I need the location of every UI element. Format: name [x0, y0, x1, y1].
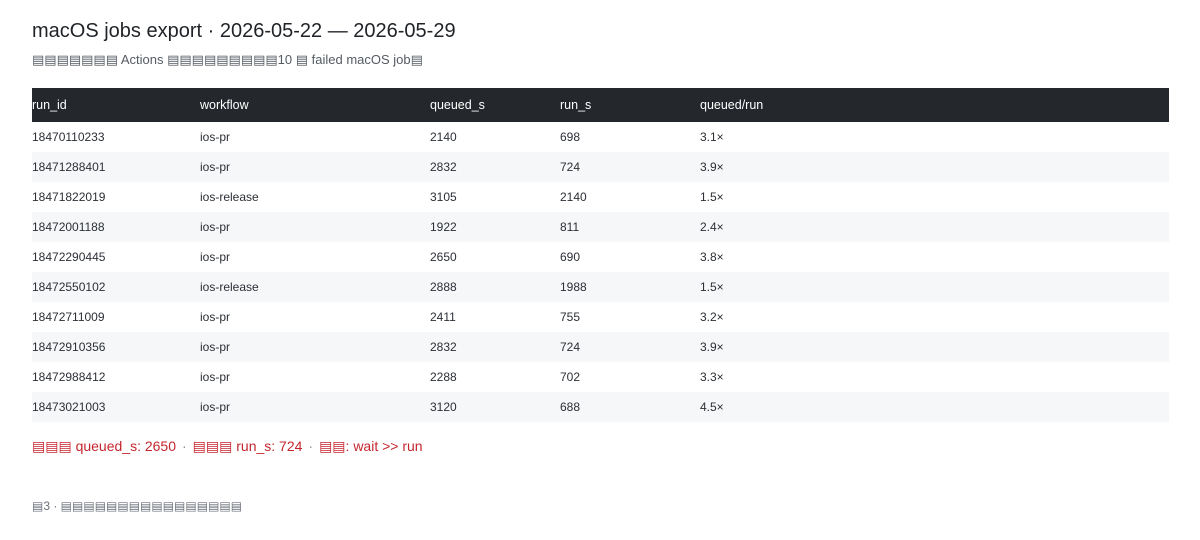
column-header-workflow[interactable]: workflow — [200, 98, 249, 112]
cell-run-id: 18472001188 — [32, 220, 105, 234]
column-header-queued-run[interactable]: queued/run — [700, 98, 764, 112]
table-row[interactable]: 18472550102 ios-release 2888 1988 1.5× — [32, 272, 1169, 302]
column-header-queued-s[interactable]: queued_s — [430, 98, 485, 112]
cell-workflow: ios-pr — [200, 340, 231, 354]
cell-queued-run: 3.8× — [700, 250, 724, 264]
cell-queued-s: 2832 — [430, 160, 457, 174]
table-row[interactable]: 18471288401 ios-pr 2832 724 3.9× — [32, 152, 1169, 182]
cell-queued-s: 2832 — [430, 340, 457, 354]
summary-separator: · — [182, 438, 187, 454]
cell-run-id: 18470110233 — [32, 130, 105, 144]
cell-queued-run: 4.5× — [700, 400, 724, 414]
cell-run-id: 18473021003 — [32, 400, 106, 414]
cell-run-s: 702 — [560, 370, 581, 384]
cell-queued-run: 1.5× — [700, 190, 724, 204]
page-title: macOS jobs export · 2026-05-22 — 2026-05… — [32, 20, 456, 42]
cell-run-s: 755 — [560, 310, 581, 324]
cell-queued-s: 3120 — [430, 400, 457, 414]
cell-queued-run: 2.4× — [700, 220, 724, 234]
cell-queued-s: 3105 — [430, 190, 457, 204]
cell-workflow: ios-pr — [200, 370, 231, 384]
cell-workflow: ios-pr — [200, 160, 231, 174]
cell-workflow: ios-release — [200, 190, 259, 204]
jobs-table: run_id workflow queued_s run_s queued/ru… — [32, 88, 1169, 422]
cell-run-s: 724 — [560, 340, 581, 354]
cell-run-id: 18472550102 — [32, 280, 106, 294]
table-row[interactable]: 18472988412 ios-pr 2288 702 3.3× — [32, 362, 1169, 392]
cell-queued-run: 3.9× — [700, 340, 724, 354]
footnote: ▤3 · ▤▤▤▤▤▤▤▤▤▤▤▤▤▤▤▤ — [32, 499, 243, 513]
cell-run-id: 18472910356 — [32, 340, 106, 354]
cell-run-s: 698 — [560, 130, 581, 144]
cell-workflow: ios-pr — [200, 250, 231, 264]
cell-workflow: ios-pr — [200, 130, 231, 144]
table-row[interactable]: 18472910356 ios-pr 2832 724 3.9× — [32, 332, 1169, 362]
cell-queued-s: 2888 — [430, 280, 457, 294]
cell-queued-run: 3.1× — [700, 130, 724, 144]
cell-workflow: ios-pr — [200, 400, 231, 414]
cell-queued-run: 3.9× — [700, 160, 724, 174]
cell-run-id: 18471822019 — [32, 190, 106, 204]
cell-run-s: 1988 — [560, 280, 587, 294]
summary-median-queued: ▤▤▤ queued_s: 2650 — [32, 438, 176, 454]
page-subtitle: ▤▤▤▤▤▤▤ Actions ▤▤▤▤▤▤▤▤▤10 ▤ failed mac… — [32, 52, 423, 67]
cell-run-s: 2140 — [560, 190, 587, 204]
cell-queued-run: 3.3× — [700, 370, 724, 384]
table-row[interactable]: 18473021003 ios-pr 3120 688 4.5× — [32, 392, 1169, 422]
table-row[interactable]: 18472711009 ios-pr 2411 755 3.2× — [32, 302, 1169, 332]
table-row[interactable]: 18472001188 ios-pr 1922 811 2.4× — [32, 212, 1169, 242]
cell-queued-s: 2140 — [430, 130, 457, 144]
column-header-run-id[interactable]: run_id — [32, 98, 67, 112]
cell-run-s: 724 — [560, 160, 581, 174]
cell-queued-run: 3.2× — [700, 310, 724, 324]
cell-run-s: 688 — [560, 400, 581, 414]
table-row[interactable]: 18470110233 ios-pr 2140 698 3.1× — [32, 122, 1169, 152]
table-header-row: run_id workflow queued_s run_s queued/ru… — [32, 88, 1169, 122]
table-row[interactable]: 18471822019 ios-release 3105 2140 1.5× — [32, 182, 1169, 212]
cell-queued-s: 2288 — [430, 370, 457, 384]
table-row[interactable]: 18472290445 ios-pr 2650 690 3.8× — [32, 242, 1169, 272]
cell-queued-s: 1922 — [430, 220, 457, 234]
cell-queued-s: 2650 — [430, 250, 457, 264]
cell-workflow: ios-pr — [200, 220, 231, 234]
cell-workflow: ios-pr — [200, 310, 231, 324]
cell-run-s: 690 — [560, 250, 581, 264]
cell-run-id: 18471288401 — [32, 160, 106, 174]
summary-line: ▤▤▤ queued_s: 2650 · ▤▤▤ run_s: 724 · ▤▤: wa… — [32, 438, 423, 455]
column-header-run-s[interactable]: run_s — [560, 98, 592, 112]
summary-median-run: ▤▤▤ run_s: 724 — [192, 438, 303, 454]
cell-run-id: 18472711009 — [32, 310, 105, 324]
cell-run-id: 18472290445 — [32, 250, 106, 264]
cell-run-s: 811 — [560, 220, 580, 234]
cell-run-id: 18472988412 — [32, 370, 106, 384]
table-body: 18470110233 ios-pr 2140 698 3.1× 18471288401 i… — [32, 122, 1169, 422]
summary-separator: · — [308, 438, 314, 454]
cell-queued-run: 1.5× — [700, 280, 724, 294]
summary-conclusion: ▤▤: wait >> run — [319, 438, 423, 454]
cell-workflow: ios-release — [200, 280, 259, 294]
cell-queued-s: 2411 — [430, 310, 456, 324]
